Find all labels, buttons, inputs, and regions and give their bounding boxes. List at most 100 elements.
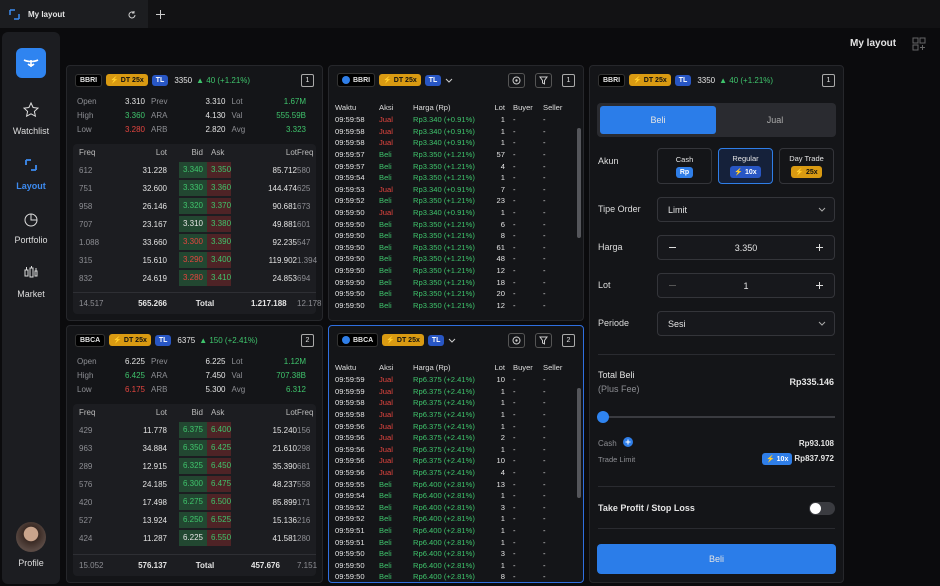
orderbook-cell: 832 bbox=[79, 273, 93, 283]
period-select[interactable]: Sesi bbox=[657, 311, 835, 336]
minus[interactable] bbox=[668, 281, 677, 290]
orderbook-row[interactable]: 420 17.498 6.275 6.500 85.899 171 bbox=[73, 493, 316, 511]
trade-cell: - bbox=[513, 526, 516, 536]
order-type-select[interactable]: Limit bbox=[657, 197, 835, 222]
orderbook-cell: 3.410 bbox=[207, 270, 247, 286]
panel-index[interactable]: 2 bbox=[301, 333, 314, 347]
trade-cell: 09:59:50 bbox=[335, 266, 365, 276]
footer-cell: 457.676 bbox=[251, 561, 280, 570]
trade-cell: - bbox=[513, 479, 516, 489]
stat-value: 6.175 bbox=[124, 385, 145, 394]
orderbook-row[interactable]: 963 34.884 6.350 6.425 21.610 298 bbox=[73, 439, 316, 457]
submit-button[interactable]: Beli bbox=[597, 544, 836, 574]
orderbook-cell: 85.712 bbox=[272, 165, 297, 175]
trade-row: 09:59:50 Beli Rp3.350 (+1.21%) 20- - bbox=[329, 288, 583, 300]
tab[interactable] bbox=[0, 0, 148, 28]
panel-index[interactable]: 1 bbox=[822, 73, 835, 87]
trade-cell: 1 bbox=[500, 138, 505, 148]
orderbook-row[interactable]: 958 26.146 3.320 3.370 90.681 673 bbox=[73, 197, 316, 215]
nav-label[interactable]: Portfolio bbox=[14, 235, 48, 245]
watchlist-icon[interactable] bbox=[23, 102, 39, 118]
add-cash[interactable] bbox=[623, 437, 633, 447]
orderbook-cell: 6.400 bbox=[207, 422, 247, 438]
column-header: Ask bbox=[211, 148, 225, 157]
nav-label[interactable]: Watchlist bbox=[12, 126, 50, 136]
orderbook-row[interactable]: 576 24.185 6.300 6.475 48.237 558 bbox=[73, 475, 316, 493]
symbol-dropdown[interactable] bbox=[445, 76, 453, 85]
trade-cell: Beli bbox=[379, 242, 392, 252]
nav-label[interactable]: Market bbox=[17, 289, 45, 299]
symbol-dropdown[interactable] bbox=[448, 336, 456, 345]
sell-tab[interactable]: Jual bbox=[766, 115, 784, 125]
logo[interactable] bbox=[16, 48, 46, 78]
trade-cell: Rp3.350 (+1.21%) bbox=[413, 254, 475, 264]
buy-tab[interactable]: Beli bbox=[600, 106, 716, 134]
market-icon[interactable] bbox=[23, 265, 39, 281]
column-header: Harga (Rp) bbox=[413, 362, 451, 372]
orderbook-row[interactable]: 751 32.600 3.330 3.360 144.474 625 bbox=[73, 179, 316, 197]
account-option[interactable]: Regular ⚡ 10x bbox=[718, 148, 773, 184]
plus[interactable] bbox=[815, 243, 824, 252]
side-tabs: Beli Jual bbox=[597, 103, 836, 137]
trade-cell: Jual bbox=[379, 375, 393, 385]
orderbook-cell: 625 bbox=[297, 183, 311, 193]
price-stepper[interactable]: 3.350 bbox=[657, 235, 835, 260]
field-label: Periode bbox=[598, 318, 630, 328]
trade-cell: Beli bbox=[379, 150, 392, 160]
target-button[interactable] bbox=[508, 72, 525, 88]
orderbook-cell: 49.881 bbox=[272, 219, 297, 229]
footer-cell: 565.266 bbox=[138, 299, 167, 308]
lot-stepper[interactable]: 1 bbox=[657, 273, 835, 298]
orderbook-row[interactable]: 612 31.228 3.340 3.350 85.712 580 bbox=[73, 161, 316, 179]
divider bbox=[598, 354, 835, 355]
orderbook-row[interactable]: 707 23.167 3.310 3.380 49.881 601 bbox=[73, 215, 316, 233]
panel-index[interactable]: 2 bbox=[562, 333, 575, 347]
orderbook-cell: 6.225 bbox=[167, 530, 207, 546]
new-tab[interactable] bbox=[155, 9, 166, 20]
portfolio-icon[interactable] bbox=[23, 211, 39, 227]
account-option[interactable]: Day Trade ⚡ 25x bbox=[779, 148, 834, 184]
reload-icon[interactable] bbox=[127, 10, 137, 20]
orderbook-cell: 24.619 bbox=[142, 273, 167, 283]
trade-cell: - bbox=[543, 173, 546, 183]
filter-button[interactable] bbox=[535, 332, 552, 348]
trade-cell: - bbox=[543, 184, 546, 194]
minus[interactable] bbox=[668, 243, 677, 252]
symbol: BBCA bbox=[80, 336, 101, 344]
orderbook-cell: 3.280 bbox=[167, 270, 207, 286]
column-header: Lot bbox=[494, 362, 505, 372]
plus[interactable] bbox=[815, 281, 824, 290]
dt-badge: ⚡ DT 25x bbox=[629, 74, 671, 86]
orderbook-row[interactable]: 315 15.610 3.290 3.400 119.902 1.394 bbox=[73, 251, 317, 269]
orderbook-cell: 580 bbox=[297, 165, 311, 175]
tpsl-toggle[interactable] bbox=[809, 502, 835, 515]
panel-index[interactable]: 1 bbox=[562, 73, 575, 87]
filter-button[interactable] bbox=[535, 72, 552, 88]
avatar[interactable] bbox=[16, 522, 46, 552]
trade-cell: Rp6.400 (+2.81%) bbox=[413, 526, 475, 536]
nav-label[interactable]: Profile bbox=[18, 558, 44, 568]
layout-grid-icon[interactable] bbox=[912, 37, 926, 51]
stat-value: 1.67M bbox=[283, 97, 306, 106]
orderbook-row[interactable]: 289 12.915 6.325 6.450 35.390 681 bbox=[73, 457, 316, 475]
account-option[interactable]: Cash Rp bbox=[657, 148, 712, 184]
orderbook-row[interactable]: 527 13.924 6.250 6.525 15.136 216 bbox=[73, 511, 316, 529]
orderbook-row[interactable]: 1.088 33.660 3.300 3.390 92.235 547 bbox=[73, 233, 316, 251]
price: 3350 bbox=[174, 75, 193, 85]
target-button[interactable] bbox=[508, 332, 525, 348]
stat-value: 3.280 bbox=[124, 125, 145, 134]
nav-label[interactable]: Layout bbox=[16, 181, 46, 191]
trade-cell: - bbox=[513, 375, 516, 385]
trade-cell: 6 bbox=[500, 219, 505, 229]
trade-cell: Rp3.350 (+1.21%) bbox=[413, 150, 475, 160]
slider-thumb[interactable] bbox=[597, 411, 609, 423]
panel-index[interactable]: 1 bbox=[301, 73, 314, 87]
layout-icon[interactable] bbox=[24, 158, 38, 172]
orderbook-row[interactable]: 429 11.778 6.375 6.400 15.240 156 bbox=[73, 421, 316, 439]
column-header: Waktu bbox=[335, 362, 357, 372]
trade-cell: - bbox=[543, 572, 546, 582]
orderbook-row[interactable]: 424 11.287 6.225 6.550 41.581 280 bbox=[73, 529, 316, 547]
footer-cell: 14.517 bbox=[79, 299, 104, 308]
orderbook-row[interactable]: 832 24.619 3.280 3.410 24.853 694 bbox=[73, 269, 316, 287]
